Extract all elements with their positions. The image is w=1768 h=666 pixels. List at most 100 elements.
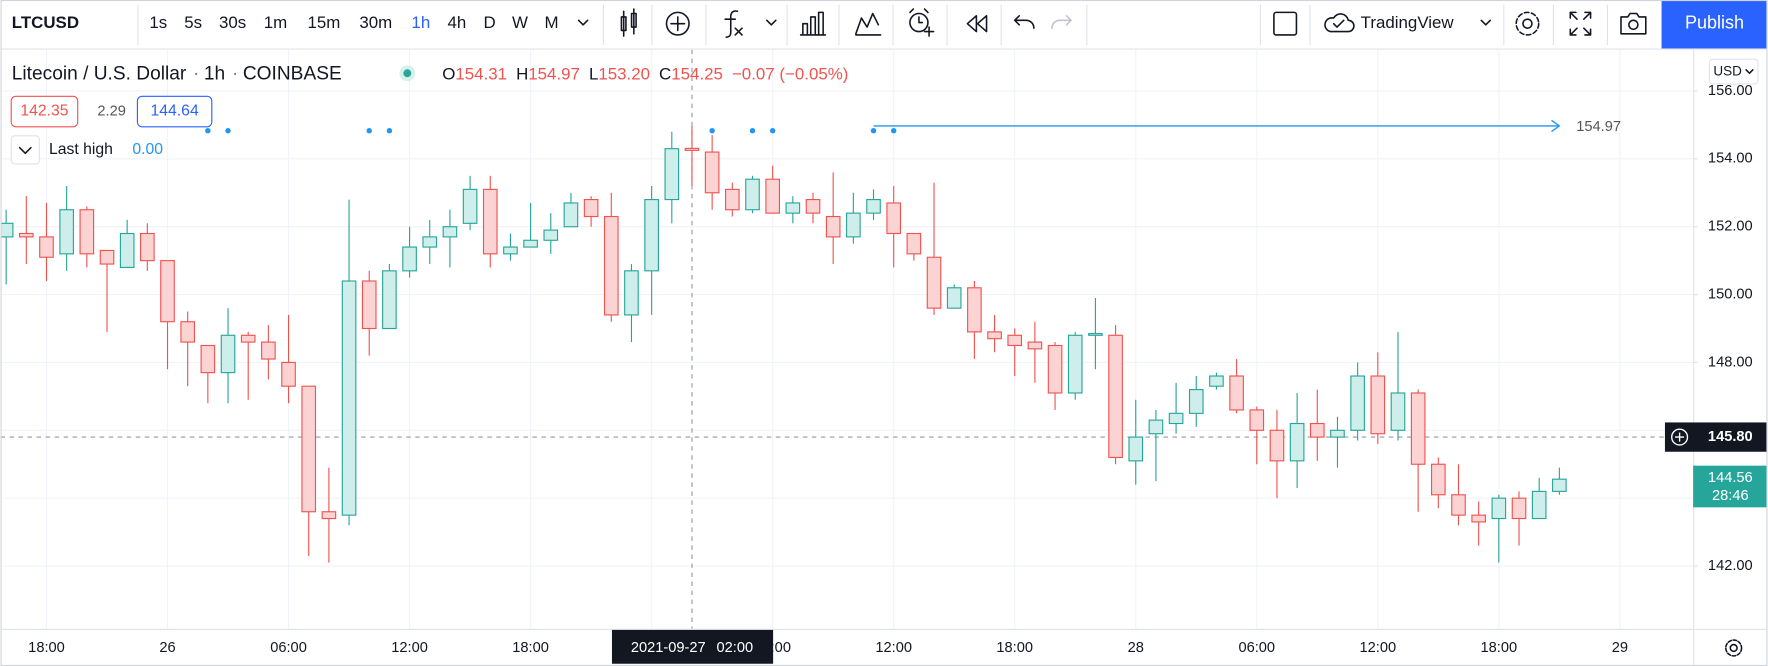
interval[interactable]: 15m: [307, 13, 340, 32]
crosshair-price-label: 145.80: [1708, 429, 1753, 445]
candle-body: [79, 209, 95, 255]
interval[interactable]: D: [483, 13, 495, 32]
l-label: L: [589, 65, 598, 84]
x-tick-label: 18:00: [28, 640, 65, 656]
candle-body: [563, 202, 579, 228]
fullscreen[interactable]: [1569, 11, 1592, 36]
candle-body: [503, 246, 518, 255]
top-toolbar: LTCUSD 1s 5s 30s 1m 15m 30m 1h 4h D W M: [0, 0, 1768, 50]
candle-body: [906, 232, 922, 255]
candle-body: [402, 246, 417, 272]
indicators[interactable]: [724, 10, 743, 38]
add-alert: [1671, 428, 1689, 446]
pivot-marker: [769, 128, 776, 134]
indicators-menu[interactable]: [766, 19, 777, 26]
templates[interactable]: [799, 11, 827, 36]
axis-settings-cog: [1725, 639, 1743, 657]
publish-label[interactable]: Publish: [1685, 12, 1744, 32]
settings[interactable]: [1522, 18, 1533, 29]
pivot-marker: [709, 128, 715, 134]
interval-menu[interactable]: [577, 19, 589, 26]
layout-menu[interactable]: [1480, 19, 1492, 26]
alerts-chart[interactable]: [855, 12, 882, 36]
y-tick-label: 148.00: [1708, 354, 1753, 370]
candle-body: [664, 148, 680, 201]
candle-body: [1471, 514, 1486, 523]
candle-body: [624, 270, 639, 316]
ray-label: 154.97: [1576, 119, 1621, 135]
candle-body: [1289, 422, 1305, 462]
undo[interactable]: [1013, 14, 1035, 29]
change: −0.07 (−0.05%): [732, 65, 848, 84]
candle-body: [1309, 422, 1325, 438]
currency-button[interactable]: [1708, 58, 1759, 85]
currency[interactable]: USD: [1713, 64, 1742, 79]
interval-active[interactable]: 1h: [411, 13, 430, 32]
alert[interactable]: [909, 12, 929, 33]
ray-arrow: [1551, 119, 1561, 133]
x-tick-label: 26: [159, 640, 175, 656]
interval[interactable]: 30s: [219, 13, 246, 32]
candle-body: [1067, 334, 1083, 394]
collapse-button[interactable]: [10, 135, 40, 165]
layout-name[interactable]: TradingView: [1361, 13, 1455, 32]
y-tick-label: 142.00: [1708, 558, 1753, 574]
candle-body: [1229, 375, 1244, 411]
pivot-marker: [205, 128, 211, 134]
candle-body: [1148, 419, 1164, 435]
o-label: O: [442, 65, 455, 84]
c-value: 154.25: [671, 65, 723, 84]
candle-body: [1027, 341, 1043, 350]
interval[interactable]: 4h: [448, 13, 467, 32]
interval[interactable]: M: [545, 13, 559, 32]
redo[interactable]: [1051, 14, 1072, 29]
interval[interactable]: 1s: [149, 13, 167, 32]
candle-body: [1390, 392, 1406, 431]
symbol[interactable]: LTCUSD: [12, 13, 79, 32]
candle-body: [1410, 392, 1426, 465]
x-tick-label: 29: [1612, 640, 1628, 656]
candle-body: [987, 331, 1002, 340]
interval[interactable]: 5s: [184, 13, 202, 32]
candle-body: [1209, 375, 1224, 387]
market-status-dot: [403, 69, 412, 78]
interval[interactable]: W: [512, 13, 528, 32]
axis-settings[interactable]: [1729, 643, 1738, 653]
x-tick-label: 12:00: [391, 640, 428, 656]
candle-body: [140, 232, 155, 262]
legend: Litecoin / U.S. Dollar · 1h · COINBASE O154.…: [10, 63, 848, 165]
interval[interactable]: 1m: [264, 13, 287, 32]
candle-body: [99, 249, 115, 265]
cloud-save[interactable]: [1324, 13, 1355, 33]
indicator-value: 2.29: [97, 103, 125, 119]
compare-plus: [670, 16, 686, 32]
h-label: H: [516, 65, 528, 84]
layout-toggle[interactable]: [1273, 11, 1298, 36]
bar-countdown: 28:46: [1712, 488, 1749, 504]
candle-body: [200, 344, 216, 374]
candle-body: [160, 260, 175, 323]
candle-body: [523, 239, 538, 248]
indicator-box: [136, 95, 213, 128]
interval[interactable]: 30m: [359, 13, 392, 32]
dot-sep: ·: [232, 63, 238, 84]
snapshot-lens: [1628, 19, 1639, 31]
publish-button[interactable]: [1661, 0, 1768, 49]
snapshot[interactable]: [1620, 12, 1647, 35]
last-price-tag: [1693, 465, 1768, 508]
replay[interactable]: [966, 14, 988, 33]
candle-body: [644, 199, 659, 272]
x-tick-label: 18:00: [996, 640, 1033, 656]
chart-style[interactable]: [620, 8, 637, 37]
indicator-box: [10, 95, 79, 128]
crosshair-time-label: 2021-09-27 02:00: [631, 640, 753, 656]
candle-body: [805, 199, 821, 214]
candle-body: [240, 334, 256, 343]
candle-body: [462, 188, 478, 224]
candle-body: [785, 202, 801, 214]
dot-sep: ·: [193, 63, 199, 84]
candle-body: [1128, 436, 1144, 462]
compare[interactable]: [665, 11, 690, 36]
